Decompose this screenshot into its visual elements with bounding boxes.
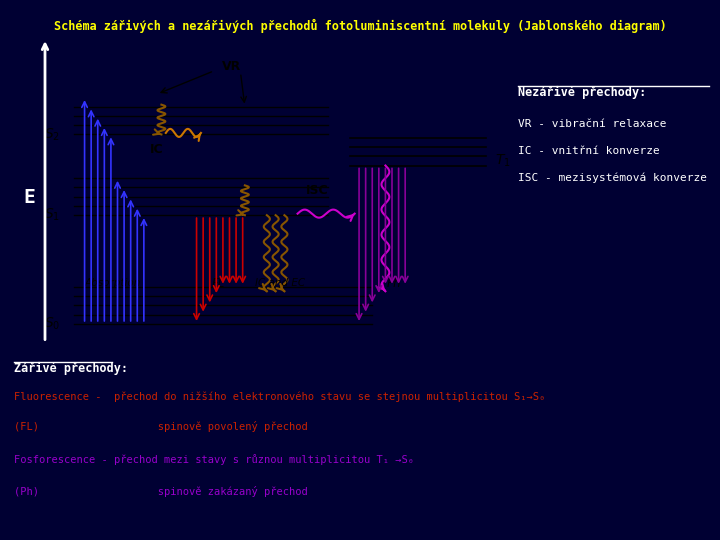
Text: ISC: ISC bbox=[306, 184, 329, 197]
Text: VR - vibrační relaxace: VR - vibrační relaxace bbox=[518, 119, 667, 129]
Text: FL: FL bbox=[212, 277, 225, 290]
Text: Nezářivé přechody:: Nezářivé přechody: bbox=[518, 86, 647, 99]
Text: IC - vnitřní konverze: IC - vnitřní konverze bbox=[518, 146, 660, 156]
Text: VR: VR bbox=[222, 59, 241, 73]
Text: Schéma zářivých a nezářivých přechodů fotoluminiscentní molekuly (Jablonského di: Schéma zářivých a nezářivých přechodů fo… bbox=[53, 19, 667, 33]
Text: $S_2$: $S_2$ bbox=[45, 126, 60, 143]
Text: $T_1$: $T_1$ bbox=[495, 153, 511, 169]
Text: (Ph)                   spinově zakázaný přechod: (Ph) spinově zakázaný přechod bbox=[14, 486, 308, 497]
Text: Zářivé přechody:: Zářivé přechody: bbox=[14, 362, 128, 375]
Text: $S_0$: $S_0$ bbox=[44, 316, 60, 332]
Text: (FL)                   spinově povolený přechod: (FL) spinově povolený přechod bbox=[14, 421, 308, 432]
Text: ISC - mezisystémová konverze: ISC - mezisystémová konverze bbox=[518, 173, 707, 183]
Text: Fosforescence - přechod mezi stavy s různou multiplicitou T₁ →S₀: Fosforescence - přechod mezi stavy s růz… bbox=[14, 454, 415, 464]
Text: Absorption: Absorption bbox=[85, 279, 141, 288]
Text: IC and EC: IC and EC bbox=[255, 279, 305, 288]
Text: Fluorescence -  přechod do nižšího elektronového stavu se stejnou multiplicitou : Fluorescence - přechod do nižšího elektr… bbox=[14, 392, 546, 402]
Text: IC: IC bbox=[150, 144, 164, 157]
Text: Ph: Ph bbox=[387, 277, 402, 290]
Text: E: E bbox=[23, 187, 35, 207]
Text: $S_1$: $S_1$ bbox=[45, 207, 60, 224]
